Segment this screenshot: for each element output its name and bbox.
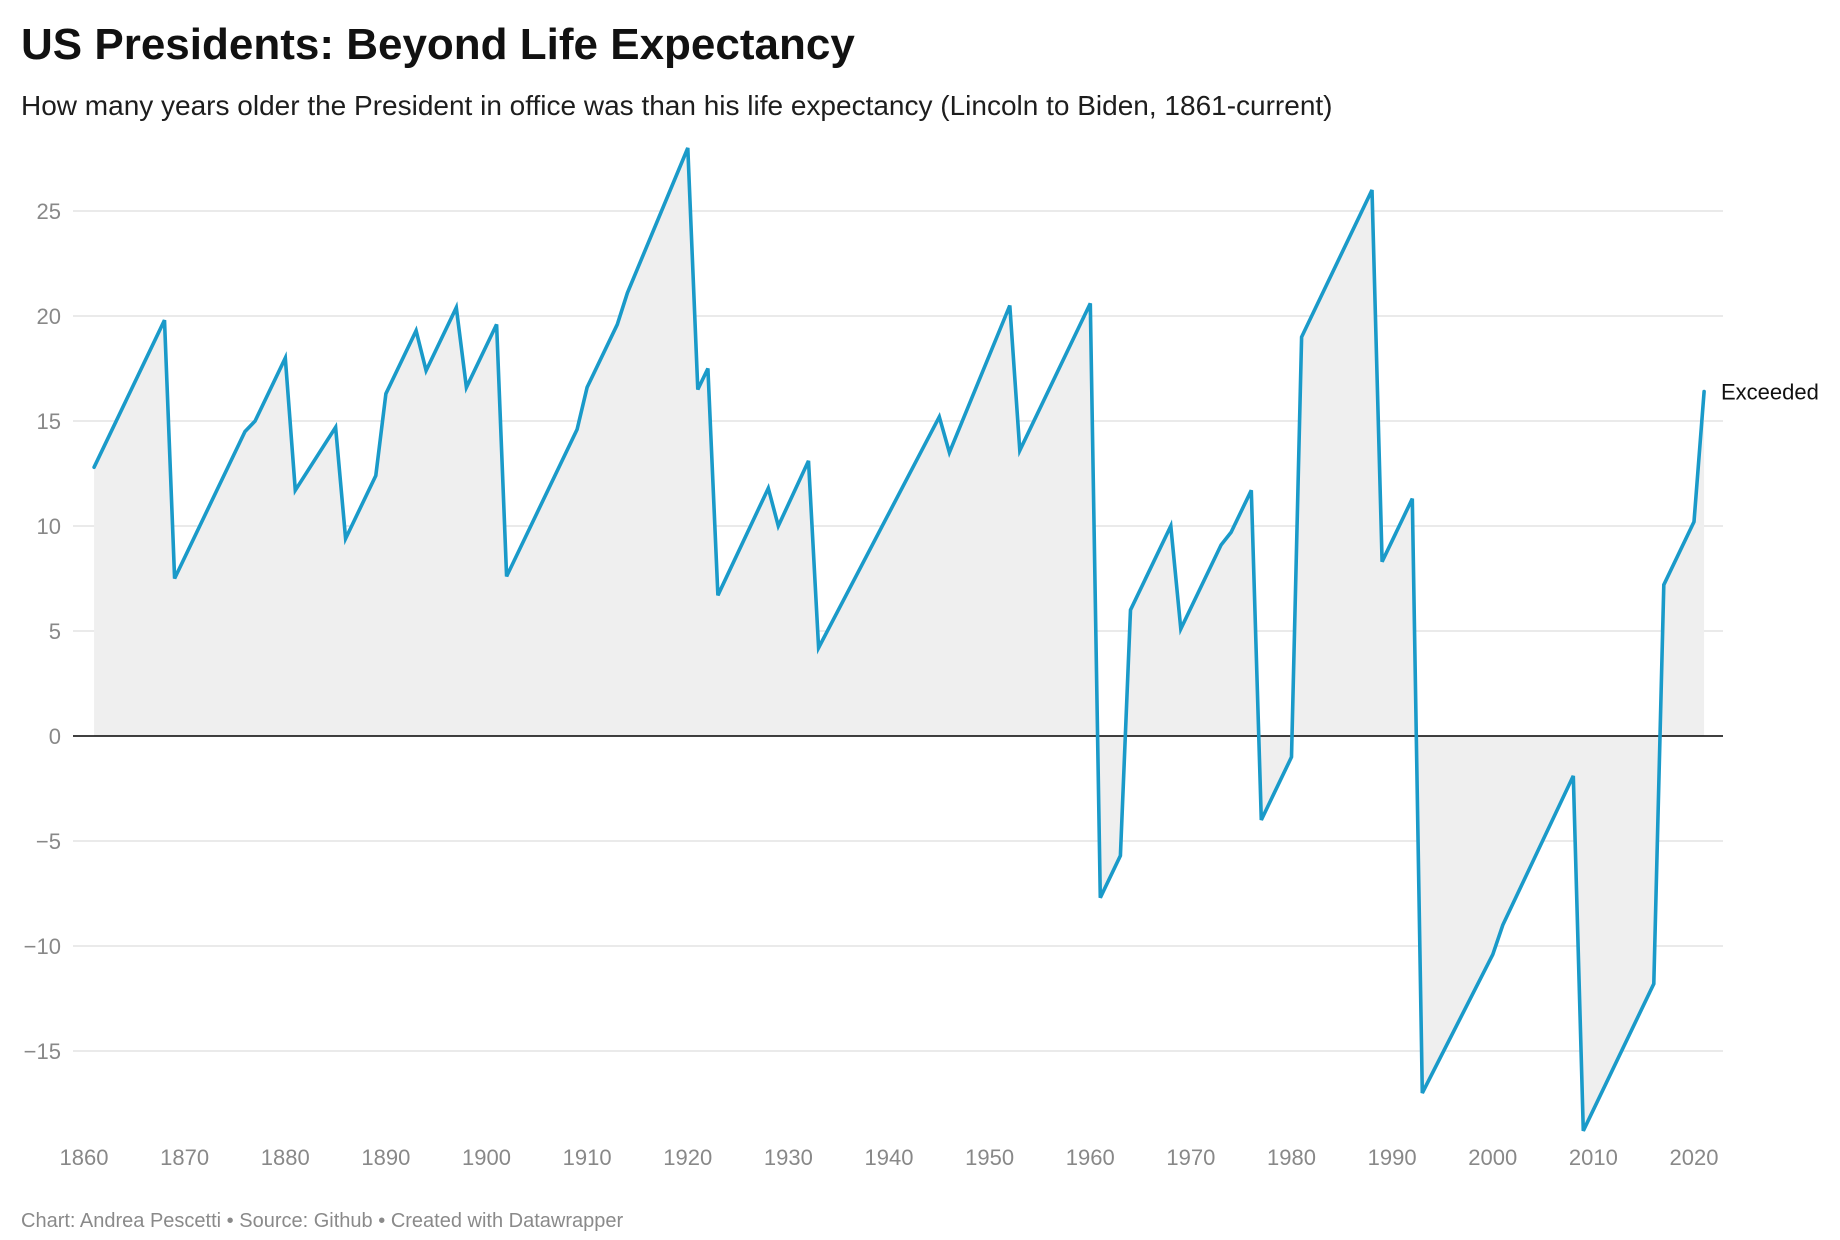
y-tick-label: −10	[24, 934, 61, 959]
x-tick-label: 1890	[361, 1145, 410, 1170]
x-tick-label: 2020	[1670, 1145, 1719, 1170]
footer-separator: •	[378, 1210, 386, 1232]
tool-credit: Created with Datawrapper	[390, 1210, 624, 1232]
area-layer	[94, 148, 1705, 1131]
x-tick-label: 2000	[1468, 1145, 1517, 1170]
y-axis-ticks: 25 20 15 10 5 0 −5 −10 −15	[24, 199, 61, 1064]
y-tick-label: −15	[24, 1039, 61, 1064]
x-tick-label: 1910	[563, 1145, 612, 1170]
x-tick-label: 1870	[160, 1145, 209, 1170]
source-credit: Source: Github	[239, 1210, 373, 1232]
y-tick-label: 20	[37, 304, 61, 329]
series-line	[92, 147, 1706, 1132]
x-axis-ticks: 1860 1870 1880 1890 1900 1910 1920 1930 1940 1950…	[60, 1145, 1719, 1170]
y-tick-label: 15	[37, 409, 61, 434]
x-tick-label: 1970	[1166, 1145, 1215, 1170]
line-layer	[92, 147, 1706, 1132]
x-tick-label: 1900	[462, 1145, 511, 1170]
footer-separator: •	[226, 1210, 234, 1232]
x-tick-label: 1920	[663, 1145, 712, 1170]
x-tick-label: 2010	[1569, 1145, 1618, 1170]
series-area	[94, 148, 1705, 1131]
x-tick-label: 1880	[261, 1145, 310, 1170]
series-label: Exceeded	[1721, 380, 1819, 405]
x-tick-label: 1980	[1267, 1145, 1316, 1170]
x-tick-label: 1930	[764, 1145, 813, 1170]
y-tick-label: −5	[36, 829, 61, 854]
x-tick-label: 1860	[60, 1145, 109, 1170]
x-tick-label: 1990	[1368, 1145, 1417, 1170]
x-tick-label: 1940	[865, 1145, 914, 1170]
x-tick-label: 1960	[1066, 1145, 1115, 1170]
x-tick-label: 1950	[965, 1145, 1014, 1170]
y-tick-label: 0	[49, 724, 61, 749]
y-tick-label: 10	[37, 514, 61, 539]
chart-footer: Chart: Andrea Pescetti • Source: Github …	[21, 1210, 623, 1233]
chart-credit: Chart: Andrea Pescetti	[21, 1210, 222, 1232]
chart-subtitle: How many years older the President in of…	[21, 90, 1333, 121]
chart-title: US Presidents: Beyond Life Expectancy	[21, 20, 855, 69]
y-tick-label: 25	[37, 199, 61, 224]
y-tick-label: 5	[49, 619, 61, 644]
series-label-layer: Exceeded	[1721, 380, 1819, 405]
